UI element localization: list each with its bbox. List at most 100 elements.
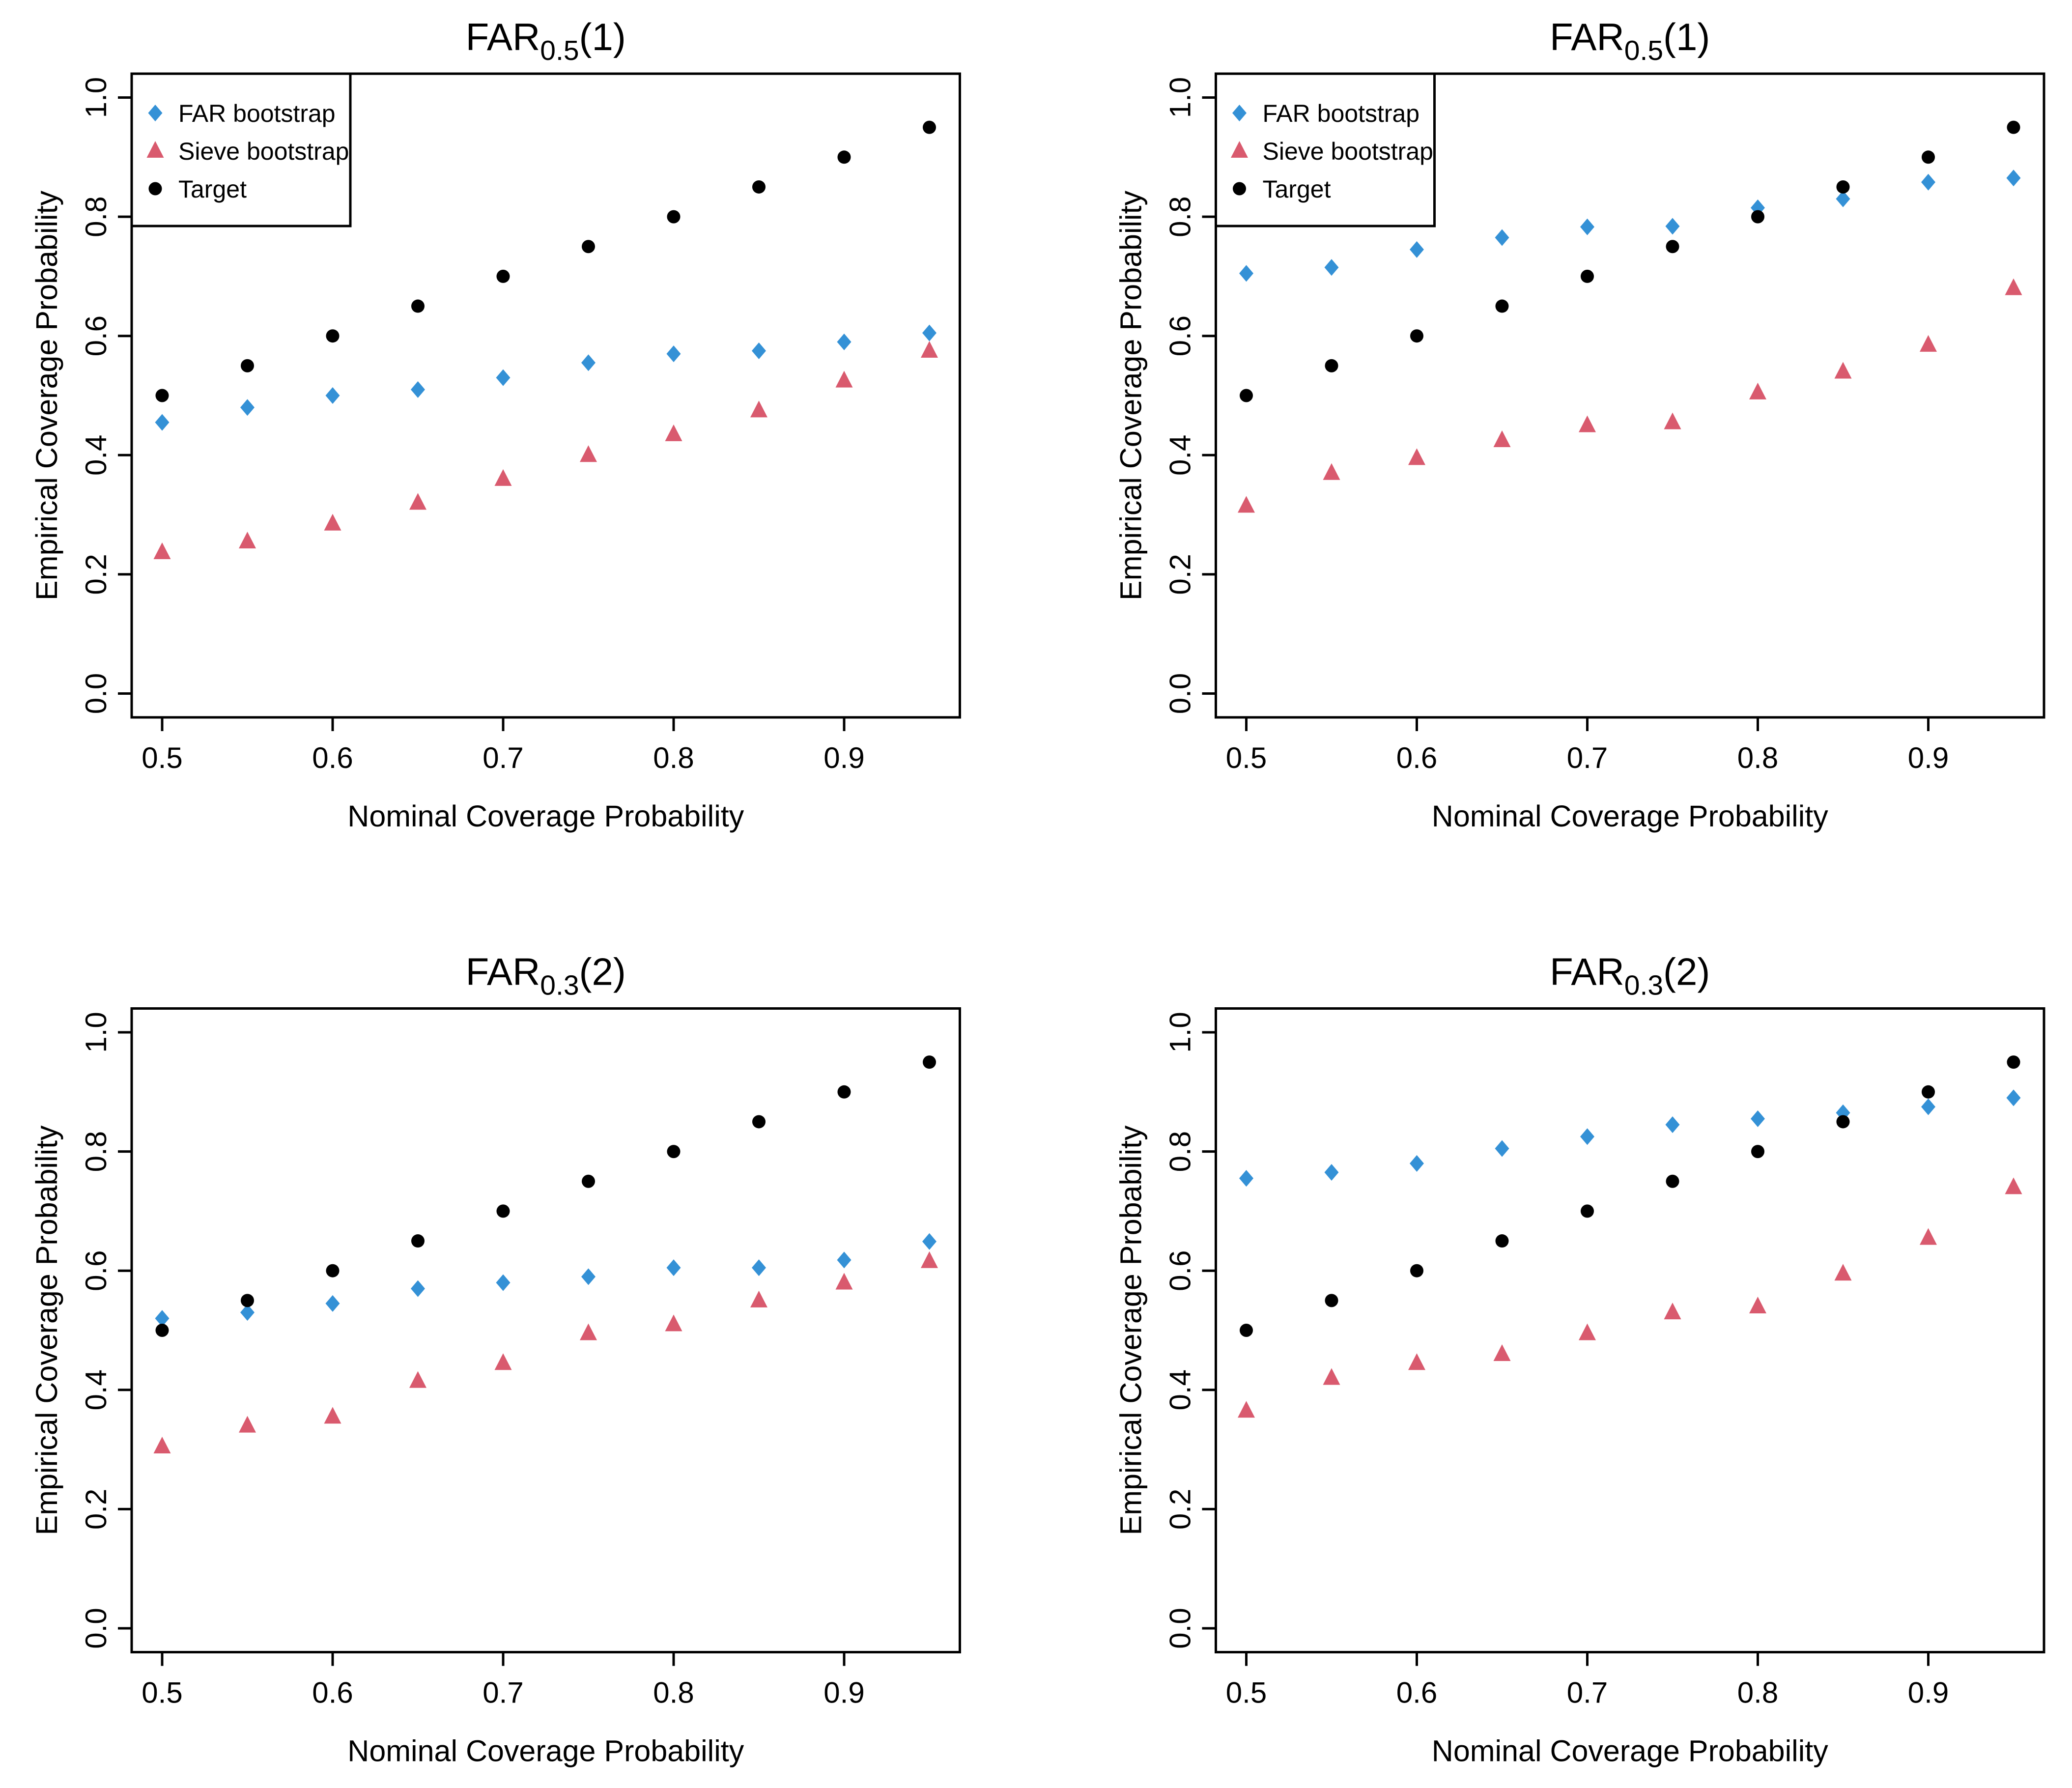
triangle-data-point — [1664, 412, 1681, 429]
triangle-data-point — [324, 513, 341, 531]
circle-data-point — [923, 120, 936, 134]
circle-data-point — [1325, 1293, 1338, 1307]
triangle-data-point — [835, 1272, 853, 1289]
diamond-data-point — [922, 1233, 937, 1250]
y-tick-label: 0.8 — [1164, 1131, 1196, 1171]
legend-circle-icon — [148, 182, 162, 196]
diamond-data-point — [922, 324, 937, 341]
diamond-data-point — [1409, 1155, 1424, 1172]
diamond-data-point — [1836, 190, 1850, 207]
circle-data-point — [837, 150, 851, 164]
y-axis-title: Empirical Coverage Probability — [30, 190, 63, 600]
y-tick-label: 0.8 — [80, 1131, 113, 1171]
x-tick-label: 0.9 — [823, 741, 864, 774]
legend-box — [1214, 72, 1436, 227]
circle-data-point — [1325, 359, 1338, 372]
circle-data-point — [1410, 1264, 1423, 1277]
x-tick-label: 0.7 — [1566, 741, 1607, 774]
diamond-data-point — [1580, 1128, 1594, 1145]
circle-data-point — [411, 1234, 425, 1248]
triangle-data-point — [1578, 1323, 1596, 1340]
x-tick-label: 0.8 — [1737, 741, 1778, 774]
y-tick-label: 1.0 — [1164, 77, 1196, 118]
triangle-data-point — [153, 1436, 171, 1453]
x-axis-title: Nominal Coverage Probability — [347, 799, 744, 833]
y-tick-label: 0.0 — [1164, 1608, 1196, 1648]
x-tick-label: 0.6 — [1396, 741, 1437, 774]
diamond-data-point — [581, 354, 596, 371]
plot-box — [130, 1007, 961, 1653]
x-tick-label: 0.7 — [1566, 1676, 1607, 1709]
diamond-data-point — [325, 1295, 340, 1312]
triangle-data-point — [580, 445, 597, 462]
diamond-data-point — [496, 369, 511, 386]
triangle-data-point — [239, 1416, 256, 1433]
plot-box — [1214, 1007, 2045, 1653]
y-tick-label: 0.4 — [80, 435, 113, 476]
diamond-data-point — [411, 381, 425, 398]
triangle-data-point — [1664, 1302, 1681, 1319]
y-tick-label: 0.0 — [80, 1608, 113, 1648]
panel-title: FAR0.3(2) — [1550, 950, 1710, 1001]
x-tick-label: 0.8 — [653, 741, 694, 774]
legend-triangle-icon — [146, 141, 164, 158]
circle-data-point — [1239, 1323, 1253, 1337]
circle-data-point — [837, 1085, 851, 1099]
triangle-data-point — [1834, 362, 1851, 379]
y-tick-label: 0.6 — [80, 315, 113, 356]
y-tick-label: 0.0 — [80, 673, 113, 714]
plot-box — [130, 72, 961, 719]
diamond-data-point — [2006, 1089, 2020, 1106]
circle-data-point — [582, 1174, 595, 1188]
diamond-data-point — [752, 342, 766, 360]
triangle-data-point — [1323, 463, 1340, 480]
x-tick-label: 0.8 — [653, 1676, 694, 1709]
diamond-data-point — [411, 1280, 425, 1297]
diamond-data-point — [1750, 1110, 1765, 1127]
legend-label: Target — [1262, 175, 1331, 203]
scatter-chart-top-right: 0.5 0.6 0.7 0.8 0.9 0.0 0.2 0.4 0.6 0.8 1.0 Nominal… — [1114, 15, 2045, 833]
triangle-data-point — [1237, 1400, 1255, 1418]
diamond-data-point — [1495, 229, 1509, 246]
diamond-data-point — [1665, 218, 1679, 235]
x-tick-label: 0.6 — [1396, 1676, 1437, 1709]
triangle-data-point — [239, 532, 256, 549]
legend-label: FAR bootstrap — [178, 100, 336, 127]
circle-data-point — [1921, 150, 1935, 164]
panel-top-left-far05-1: 0.5 0.6 0.7 0.8 0.9 0.0 0.2 0.4 0.6 0.8 1.0 Nominal… — [0, 0, 1036, 894]
legend-box — [130, 72, 352, 227]
y-tick-label: 0.2 — [1164, 1488, 1196, 1529]
circle-data-point — [1580, 1204, 1594, 1218]
triangle-data-point — [494, 1353, 512, 1370]
x-tick-label: 0.6 — [312, 741, 353, 774]
triangle-data-point — [2005, 278, 2022, 295]
circle-data-point — [241, 359, 254, 372]
diamond-data-point — [240, 1304, 255, 1321]
triangle-data-point — [1919, 335, 1937, 352]
legend-triangle-icon — [1230, 141, 1248, 158]
legend-circle-icon — [1232, 182, 1246, 196]
circle-data-point — [1410, 329, 1423, 343]
y-axis-title: Empirical Coverage Probability — [1114, 1125, 1147, 1535]
triangle-data-point — [1749, 382, 1766, 399]
triangle-data-point — [1493, 430, 1510, 447]
triangle-data-point — [1237, 496, 1255, 513]
diamond-data-point — [1239, 1169, 1253, 1187]
circle-data-point — [1836, 1114, 1849, 1128]
y-tick-label: 0.4 — [1164, 1369, 1196, 1410]
circle-data-point — [582, 240, 595, 254]
x-tick-label: 0.5 — [142, 741, 182, 774]
panel-bottom-right-far03-2: 0.5 0.6 0.7 0.8 0.9 0.0 0.2 0.4 0.6 0.8 1.0 Nominal… — [1036, 894, 2072, 1788]
circle-data-point — [496, 269, 510, 283]
circle-data-point — [752, 180, 766, 194]
diamond-data-point — [1495, 1140, 1509, 1157]
triangle-data-point — [1323, 1368, 1340, 1385]
x-tick-label: 0.9 — [823, 1676, 864, 1709]
legend-diamond-icon — [1232, 105, 1247, 121]
circle-data-point — [2007, 120, 2020, 134]
diamond-data-point — [1921, 173, 1935, 191]
diamond-data-point — [837, 333, 852, 350]
circle-data-point — [667, 210, 681, 224]
triangle-data-point — [409, 1371, 426, 1388]
legend-label: Sieve bootstrap — [178, 138, 349, 165]
